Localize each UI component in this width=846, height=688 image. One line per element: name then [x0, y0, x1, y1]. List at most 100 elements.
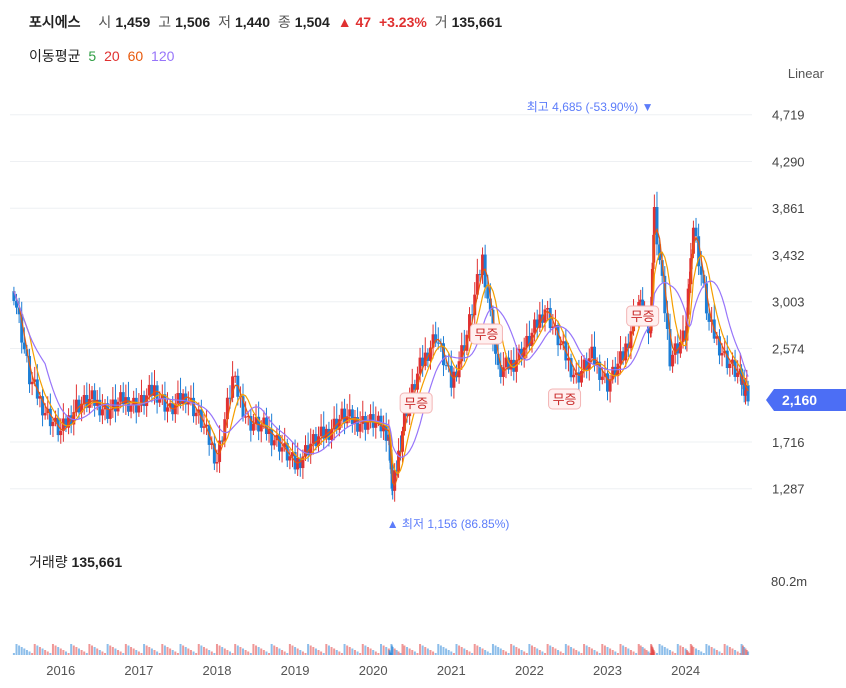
volume-bar	[528, 644, 531, 655]
volume-bar	[622, 645, 625, 655]
volume-bar	[590, 648, 593, 655]
volume-legend-value: 135,661	[71, 554, 123, 570]
candle-body	[730, 359, 734, 364]
volume-legend-label: 거래량	[29, 554, 68, 570]
candle-body	[356, 417, 360, 432]
volume-bar	[38, 647, 41, 655]
volume-bar	[288, 644, 291, 655]
annotations: 최고 4,685 (-53.90%) ▼ ▲ 최저 1,156 (86.85%) 무…	[387, 100, 660, 531]
volume-bar	[399, 653, 402, 655]
free-issue-label: 무증	[404, 396, 428, 411]
volume-bar	[645, 650, 648, 655]
volume-bar	[231, 653, 234, 655]
candle-body	[126, 397, 130, 412]
candle-body	[410, 384, 414, 401]
candle-body	[290, 452, 294, 457]
volume-bar	[260, 648, 263, 655]
candle-body	[639, 299, 643, 303]
volume-bar	[301, 651, 304, 655]
candle-body	[244, 416, 248, 418]
volume-bar	[364, 645, 367, 655]
candle-body	[681, 330, 685, 343]
candle-body	[600, 376, 604, 380]
volume-bar	[601, 644, 604, 655]
candle-body	[332, 418, 336, 430]
candle-body	[648, 330, 652, 334]
volume-bar	[627, 648, 630, 655]
candle-body	[241, 396, 245, 418]
candle-body	[488, 298, 492, 310]
volume-bar	[588, 647, 591, 655]
candle-body	[267, 428, 271, 435]
volume-bar	[44, 650, 47, 655]
candle-body	[98, 399, 102, 416]
volume-bar	[111, 647, 114, 655]
volume-bar	[666, 648, 669, 655]
candle-body	[337, 419, 341, 430]
volume-bar	[593, 650, 596, 655]
volume-bar	[226, 650, 229, 655]
volume-bar	[471, 653, 474, 655]
volume-bar	[96, 648, 99, 655]
volume-bar	[741, 645, 744, 655]
candle-body	[15, 300, 19, 308]
volume-bar	[361, 644, 364, 655]
candle-body	[715, 336, 719, 339]
candle-body	[324, 428, 328, 439]
candle-body	[20, 314, 24, 343]
volume-bar	[639, 645, 642, 655]
candle-body	[391, 488, 395, 491]
candle-body	[298, 457, 302, 469]
scale-toggle-button[interactable]: Linear	[787, 66, 824, 81]
volume-bar	[580, 653, 583, 655]
volume-bar	[682, 647, 685, 655]
volume-bar	[320, 651, 323, 655]
volume-bar	[283, 651, 286, 655]
candle-body	[699, 266, 703, 275]
volume-bar	[437, 644, 440, 655]
volume-bar	[491, 644, 494, 655]
candle-body	[496, 353, 500, 366]
candle-body	[322, 426, 326, 439]
volume-bar	[153, 650, 156, 655]
volume-bar	[577, 651, 580, 655]
high-value: 1,506	[175, 14, 211, 30]
candle-body	[137, 405, 141, 413]
y-axis: 4,719 4,290 3,861 3,432 3,003 2,574 1,716 1,287	[772, 108, 805, 497]
volume-bar	[270, 644, 273, 655]
candle-body	[168, 403, 172, 408]
candle-body	[311, 434, 315, 444]
volume-bar	[356, 651, 359, 655]
volume-bar	[348, 647, 351, 655]
volume-bar	[187, 648, 190, 655]
candle-body	[533, 319, 537, 333]
current-price-tag: 2,160	[766, 389, 846, 411]
candle-body	[202, 426, 206, 428]
ma20-line	[13, 227, 749, 487]
candle-body	[139, 395, 143, 406]
volume-bar	[380, 644, 382, 655]
volume-bar	[179, 644, 182, 655]
candle-body	[215, 462, 219, 464]
volume-bar	[98, 650, 101, 655]
candle-body	[350, 409, 354, 425]
volume-bar	[632, 651, 635, 655]
candle-body	[486, 287, 490, 299]
volume-bar	[291, 645, 294, 655]
candle-body	[717, 336, 721, 356]
volume-bar	[189, 650, 192, 655]
volume-bar	[119, 651, 122, 655]
volume-bar	[406, 647, 409, 655]
candle-body	[525, 335, 529, 348]
volume-bar	[679, 645, 682, 655]
volume-legend: 거래량 135,661	[29, 552, 122, 572]
candle-body	[288, 456, 292, 461]
volume-bar	[697, 650, 700, 655]
candle-body	[51, 421, 55, 427]
volume-bar	[106, 644, 109, 655]
volume-bar	[67, 653, 70, 655]
candle-body	[199, 409, 203, 428]
candle-body	[393, 470, 397, 491]
candle-body	[17, 307, 21, 315]
x-tick-label: 2023	[593, 663, 622, 678]
